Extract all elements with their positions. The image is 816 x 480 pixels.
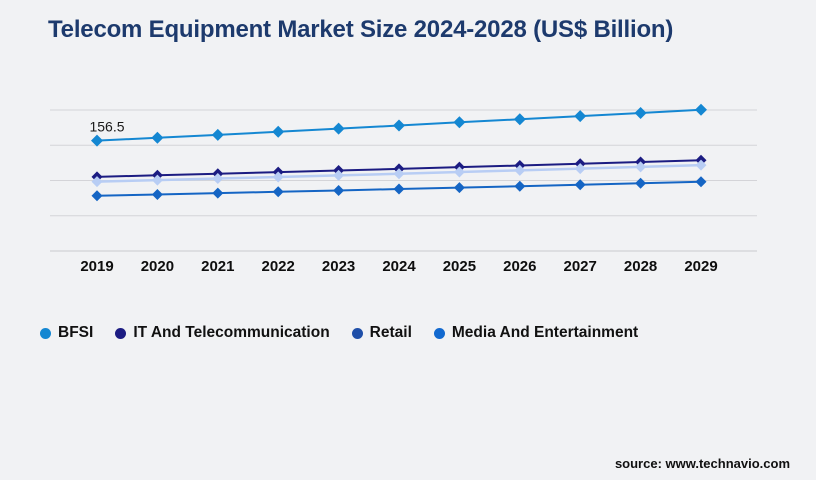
data-point-marker bbox=[393, 168, 405, 180]
data-point-marker bbox=[91, 190, 103, 202]
data-point-marker bbox=[695, 159, 707, 171]
data-point-marker bbox=[272, 186, 284, 198]
data-point-marker bbox=[91, 176, 103, 188]
data-point-marker bbox=[514, 180, 526, 192]
data-point-marker bbox=[212, 187, 224, 199]
chart-legend: BFSI IT And Telecommunication Retail Media … bbox=[40, 324, 638, 342]
data-point-marker bbox=[574, 163, 586, 175]
data-point-marker bbox=[574, 179, 586, 191]
line-chart: 156.5 2019 2020 2021 2022 2023 2024 2025 2026 202… bbox=[50, 103, 757, 275]
legend-item-bfsi: BFSI bbox=[40, 324, 93, 342]
data-point-marker bbox=[151, 188, 163, 200]
legend-dot-icon bbox=[351, 327, 363, 339]
data-point-marker bbox=[211, 128, 224, 141]
legend-label: Retail bbox=[369, 324, 412, 341]
data-point-marker bbox=[453, 116, 466, 129]
data-point-marker bbox=[212, 173, 224, 185]
data-point-marker bbox=[332, 122, 345, 135]
data-point-marker bbox=[634, 106, 647, 119]
data-point-marker bbox=[333, 169, 345, 181]
data-point-marker bbox=[453, 182, 465, 194]
data-point-marker bbox=[695, 103, 707, 116]
data-point-marker bbox=[574, 110, 587, 123]
data-point-marker bbox=[513, 113, 526, 126]
data-point-marker bbox=[514, 164, 526, 176]
source-attribution: source: www.technavio.com bbox=[614, 456, 790, 471]
data-point-marker bbox=[272, 171, 284, 183]
data-point-marker bbox=[272, 125, 285, 138]
x-axis-label: 2027 bbox=[564, 258, 597, 275]
data-point-marker bbox=[393, 119, 405, 132]
data-label: 156.5 bbox=[89, 119, 124, 135]
data-point-marker bbox=[635, 177, 647, 189]
legend-label: Media And Entertainment bbox=[451, 324, 639, 341]
legend-dot-icon bbox=[40, 327, 51, 339]
data-point-marker bbox=[635, 161, 647, 173]
x-axis-label: 2029 bbox=[684, 258, 717, 275]
data-point-marker bbox=[333, 184, 345, 196]
x-axis-label: 2022 bbox=[262, 258, 295, 275]
legend-dot-icon bbox=[115, 327, 127, 339]
x-axis-label: 2028 bbox=[624, 258, 657, 275]
data-point-marker bbox=[393, 183, 405, 195]
legend-label: BFSI bbox=[58, 324, 94, 341]
data-point-marker bbox=[453, 166, 465, 178]
data-point-marker bbox=[151, 174, 163, 186]
x-axis-label: 2019 bbox=[80, 258, 113, 275]
x-axis-label: 2023 bbox=[322, 258, 355, 275]
x-axis-label: 2026 bbox=[503, 258, 536, 275]
data-point-marker bbox=[695, 176, 707, 188]
legend-label: IT And Telecommunication bbox=[133, 324, 330, 341]
legend-dot-icon bbox=[433, 327, 445, 339]
chart-title: Telecom Equipment Market Size 2024-2028 … bbox=[48, 16, 674, 43]
x-axis-label: 2024 bbox=[382, 258, 416, 275]
x-axis-label: 2025 bbox=[443, 258, 476, 275]
data-point-marker bbox=[91, 134, 103, 147]
legend-item-retail: Retail bbox=[351, 324, 412, 342]
legend-item-media-and-entertainment: Media And Entertainment bbox=[433, 324, 639, 342]
data-point-marker bbox=[151, 131, 164, 144]
legend-item-it-and-telecommunication: IT And Telecommunication bbox=[115, 324, 330, 342]
x-axis-label: 2020 bbox=[141, 258, 174, 275]
x-axis-label: 2021 bbox=[201, 258, 234, 275]
